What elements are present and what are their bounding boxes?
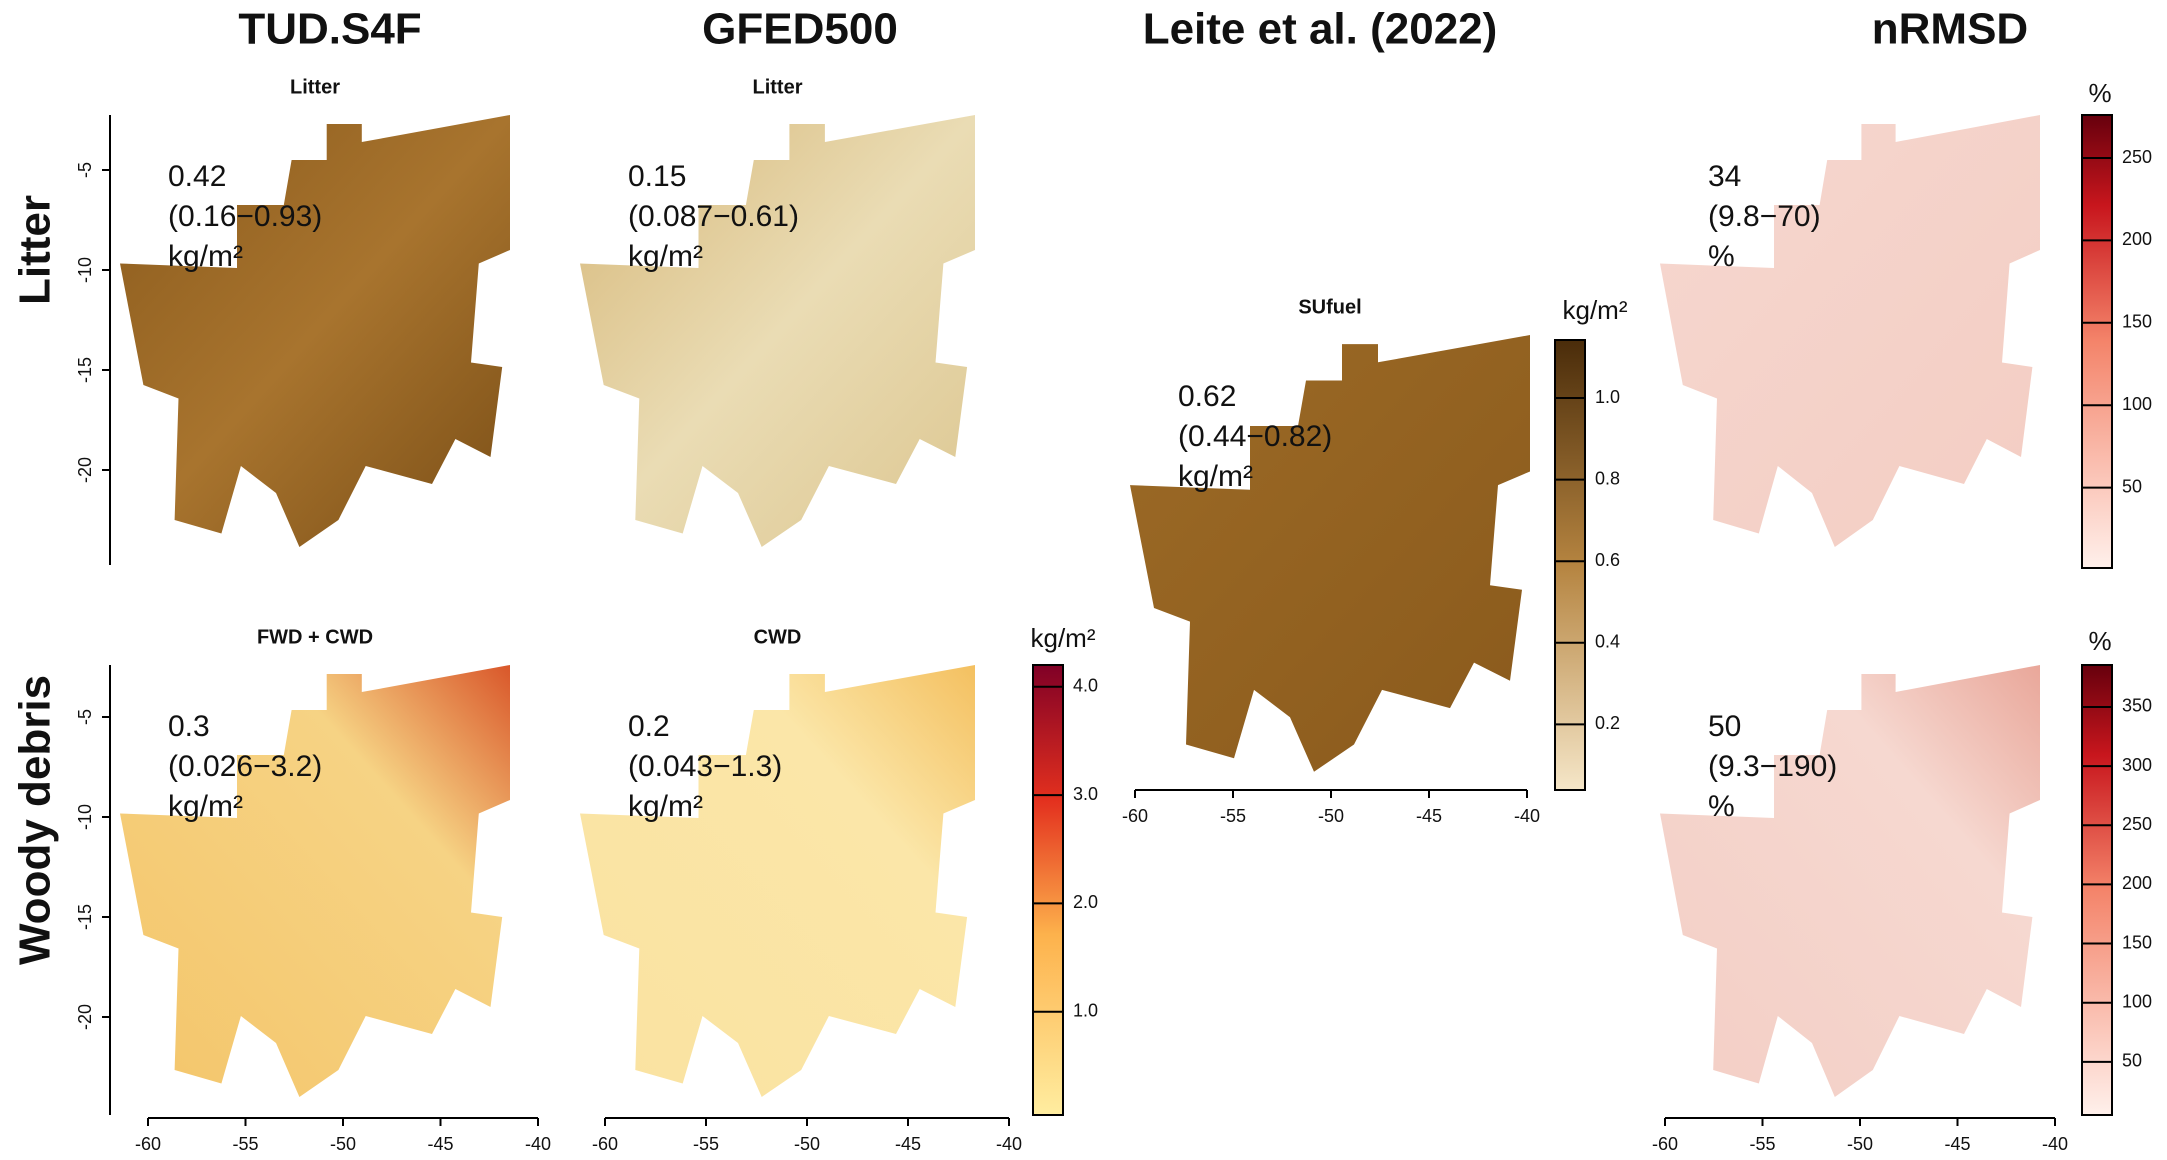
stat-stat: 0.15 [628,160,686,193]
colorbar-tick-label: 1.0 [1595,387,1620,407]
stat-stat: 0.42 [168,160,226,193]
colorbar-tick-label: 100 [2122,394,2152,414]
stat-range: (0.44−0.82) [1178,420,1332,453]
colorbar-tick-label: 350 [2122,696,2152,716]
colorbar-tick-label: 3.0 [1073,784,1098,804]
panel-subtitle: CWD [754,626,802,648]
colorbar-tick-label: 150 [2122,312,2152,332]
column-title: GFED500 [702,5,898,54]
panel-subtitle: FWD + CWD [257,626,373,648]
colorbar-tick-label: 0.8 [1595,468,1620,488]
column-title: Leite et al. (2022) [1143,5,1498,54]
x-tick-label: -50 [794,1134,820,1154]
x-tick-label: -40 [2042,1134,2068,1154]
x-tick-label: -50 [330,1134,356,1154]
figure: TUD.S4F GFED500 Leite et al. (2022) nRMSD Li… [0,0,2167,1160]
stat-stat: 0.3 [168,710,210,743]
colorbar [2082,115,2112,568]
stat-stat: 0.2 [628,710,670,743]
colorbar-tick-label: 100 [2122,991,2152,1011]
stat-unit: kg/m² [168,240,243,273]
stat-range: (0.026−3.2) [168,750,322,783]
y-tick-label: -20 [75,1004,95,1030]
column-title: TUD.S4F [238,5,421,54]
x-tick-label: -60 [1652,1134,1678,1154]
colorbar-tick-label: 50 [2122,476,2142,496]
row-title: Litter [11,195,60,305]
x-tick-label: -55 [1749,1134,1775,1154]
colorbar-tick-label: 50 [2122,1051,2142,1071]
y-tick-label: -20 [75,457,95,483]
stat-unit: % [1708,790,1735,823]
stat-stat: 0.62 [1178,380,1236,413]
stat-unit: kg/m² [168,790,243,823]
colorbar [2082,665,2112,1115]
stat-stat: 50 [1708,710,1741,743]
x-tick-label: -55 [1220,806,1246,826]
stat-unit: % [1708,240,1735,273]
colorbar-tick-label: 150 [2122,932,2152,952]
x-tick-label: -55 [693,1134,719,1154]
colorbar-title: kg/m² [1031,623,1096,653]
colorbar-title: kg/m² [1563,295,1628,325]
stat-stat: 34 [1708,160,1741,193]
stat-unit: kg/m² [628,240,703,273]
stat-range: (0.043−1.3) [628,750,782,783]
colorbar-tick-label: 2.0 [1073,892,1098,912]
y-tick-label: -5 [75,709,95,725]
x-tick-label: -50 [1318,806,1344,826]
colorbar-tick-label: 200 [2122,229,2152,249]
y-tick-label: -15 [75,357,95,383]
colorbar [1033,665,1063,1115]
stat-range: (9.3−190) [1708,750,1837,783]
x-tick-label: -60 [1122,806,1148,826]
x-tick-label: -40 [996,1134,1022,1154]
panel-subtitle: SUfuel [1298,296,1361,318]
y-tick-label: -10 [75,804,95,830]
colorbar-tick-label: 250 [2122,147,2152,167]
colorbar-tick-label: 0.2 [1595,713,1620,733]
x-tick-label: -50 [1847,1134,1873,1154]
colorbar-tick-label: 200 [2122,873,2152,893]
colorbar-tick-label: 300 [2122,755,2152,775]
colorbar-tick-label: 0.4 [1595,632,1620,652]
x-tick-label: -45 [427,1134,453,1154]
colorbar-tick-label: 4.0 [1073,676,1098,696]
stat-range: (0.087−0.61) [628,200,799,233]
colorbar [1555,340,1585,790]
colorbar-tick-label: 0.6 [1595,550,1620,570]
stat-range: (0.16−0.93) [168,200,322,233]
x-tick-label: -60 [592,1134,618,1154]
stat-unit: kg/m² [1178,460,1253,493]
column-title: nRMSD [1872,5,2028,54]
y-tick-label: -5 [75,162,95,178]
x-tick-label: -45 [895,1134,921,1154]
x-tick-label: -45 [1944,1134,1970,1154]
x-tick-label: -40 [525,1134,551,1154]
colorbar-title: % [2088,78,2111,108]
row-title: Woody debris [11,675,60,965]
x-tick-label: -60 [135,1134,161,1154]
stat-unit: kg/m² [628,790,703,823]
colorbar-tick-label: 1.0 [1073,1000,1098,1020]
y-tick-label: -15 [75,904,95,930]
x-tick-label: -40 [1514,806,1540,826]
stat-range: (9.8−70) [1708,200,1821,233]
y-tick-label: -10 [75,257,95,283]
x-tick-label: -55 [232,1134,258,1154]
panel-subtitle: Litter [290,76,340,98]
colorbar-title: % [2088,626,2111,656]
x-tick-label: -45 [1416,806,1442,826]
colorbar-tick-label: 250 [2122,814,2152,834]
panel-subtitle: Litter [753,76,803,98]
